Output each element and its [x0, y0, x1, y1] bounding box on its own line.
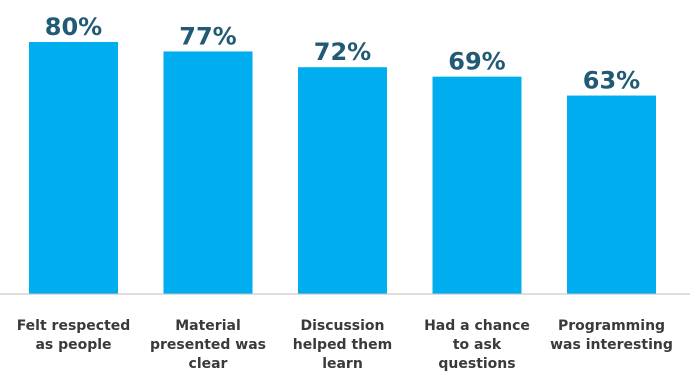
category-label-line: helped them [293, 337, 392, 353]
category-label-line: Programming [558, 318, 665, 334]
category-label-line: questions [438, 356, 515, 372]
category-label-2: Material presented was clear [150, 318, 266, 372]
value-label-4: 69% [448, 48, 505, 76]
category-label-3: Discussion helped them learn [293, 318, 392, 372]
category-label-line: clear [189, 356, 228, 372]
bar-5 [567, 95, 656, 294]
category-label-line: Discussion [300, 318, 384, 334]
category-label-4: Had a chance to ask questions [424, 318, 530, 372]
category-label-line: Material [175, 318, 241, 334]
value-label-2: 77% [179, 22, 236, 50]
bar-1 [29, 42, 118, 294]
category-label-line: as people [35, 337, 111, 353]
bar-2 [163, 51, 253, 295]
bar-4 [432, 76, 522, 295]
category-label-line: Felt respected [17, 318, 131, 334]
category-labels-group: Felt respected as people Material presented… [17, 318, 673, 372]
category-label-line: to ask [453, 337, 502, 353]
bars-group [29, 42, 656, 295]
category-label-line: presented was [150, 337, 266, 353]
category-label-5: Programming was interesting [550, 318, 673, 353]
category-label-1: Felt respected as people [17, 318, 131, 353]
category-label-line: was interesting [550, 337, 673, 353]
category-label-line: Had a chance [424, 318, 530, 334]
category-label-line: learn [322, 356, 363, 372]
value-label-5: 63% [583, 67, 640, 95]
bar-3 [298, 67, 387, 294]
value-labels-group: 80% 77% 72% 69% 63% [45, 13, 640, 95]
value-label-3: 72% [314, 38, 371, 66]
value-label-1: 80% [45, 13, 102, 41]
